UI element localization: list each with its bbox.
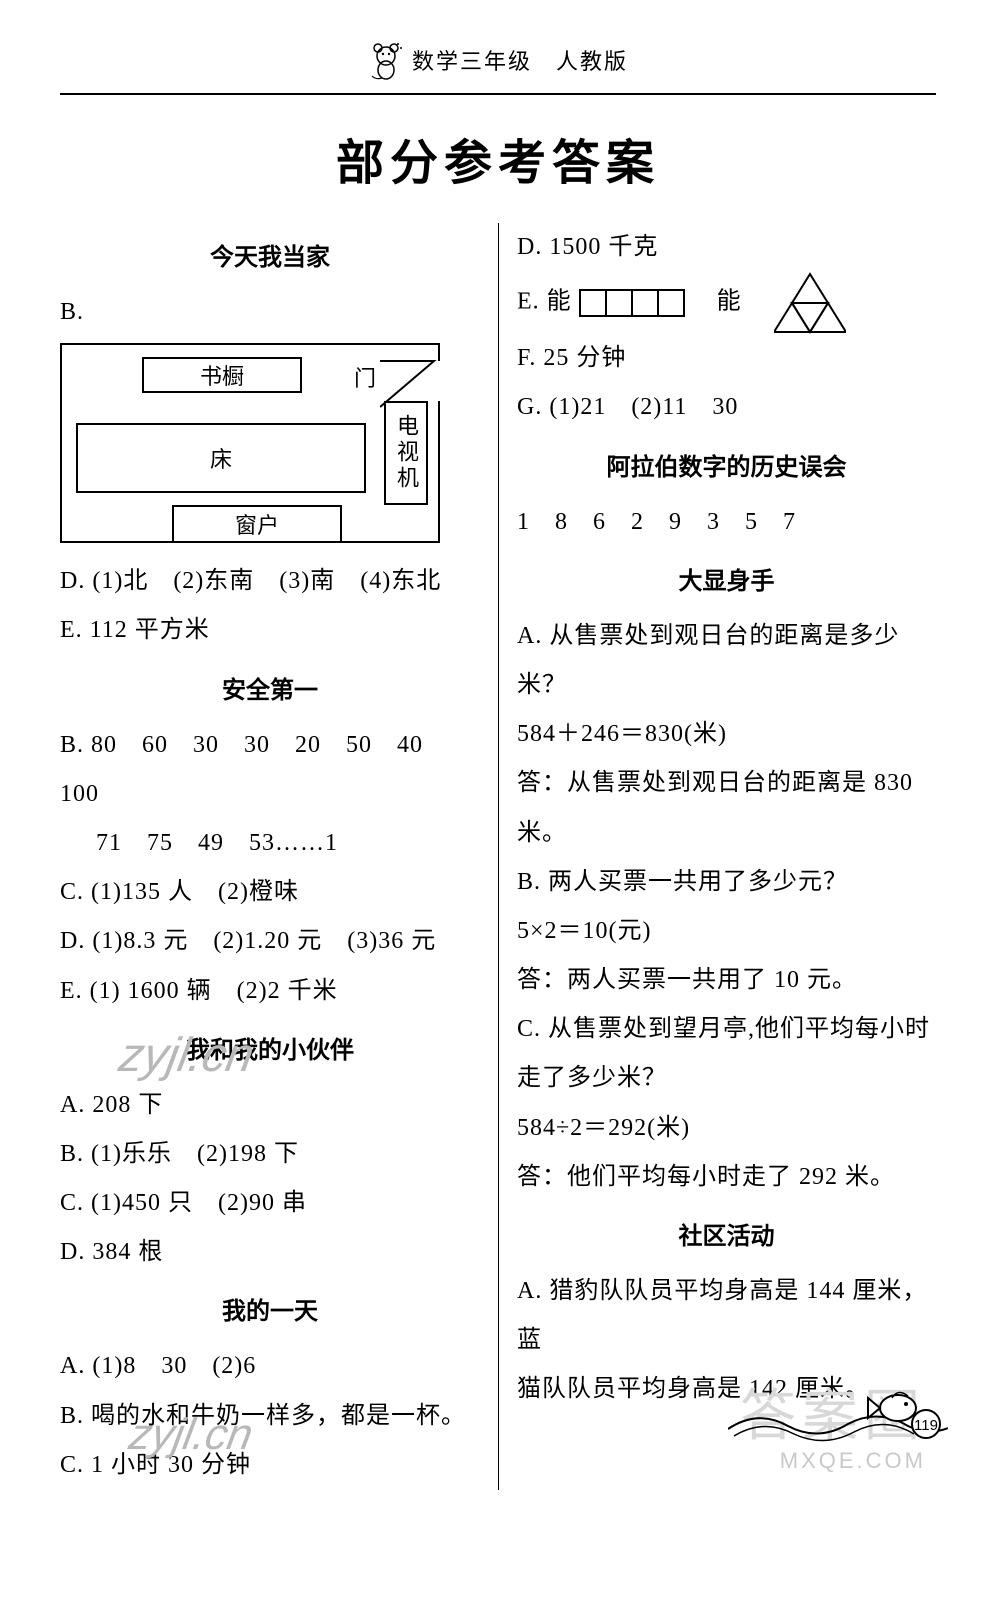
- triangle-stack-icon: [774, 272, 846, 334]
- s6-A3: 584＋246＝830(米): [517, 710, 936, 759]
- section-title-s1: 今天我当家: [60, 237, 480, 272]
- s4-B: B. 喝的水和牛奶一样多，都是一杯。: [60, 1392, 480, 1441]
- s6-A5: 米。: [517, 809, 936, 858]
- s1-D: D. (1)北 (2)东南 (3)南 (4)东北: [60, 557, 480, 606]
- s6-B3: 答：两人买票一共用了 10 元。: [517, 956, 936, 1005]
- right-column: D. 1500 千克 E. 能 能: [498, 223, 936, 1490]
- s6-C4: 答：他们平均每小时走了 292 米。: [517, 1153, 936, 1202]
- page-header: 数学三年级 人教版: [60, 40, 936, 95]
- s6-A4: 答：从售票处到观日台的距离是 830: [517, 759, 936, 808]
- cont-E-mid: 能: [717, 289, 742, 315]
- cont-E: E. 能 能: [517, 272, 936, 334]
- s3-C: C. (1)450 只 (2)90 串: [60, 1179, 480, 1228]
- header-inner: 数学三年级 人教版: [368, 40, 628, 80]
- s6-C3: 584÷2＝292(米): [517, 1104, 936, 1153]
- s2-D: D. (1)8.3 元 (2)1.20 元 (3)36 元: [60, 917, 480, 966]
- cont-G: G. (1)21 (2)11 30: [517, 383, 936, 432]
- page-number: 119: [914, 1417, 938, 1434]
- s3-A: A. 208 下: [60, 1081, 480, 1130]
- cont-D: D. 1500 千克: [517, 223, 936, 272]
- s6-C2: 走了多少米？: [517, 1054, 936, 1103]
- page: 数学三年级 人教版 部分参考答案 今天我当家 B. 书橱 门 电视机 床 窗户 …: [0, 0, 996, 1530]
- section-title-s7: 社区活动: [517, 1216, 936, 1251]
- s1-E: E. 112 平方米: [60, 606, 480, 655]
- s6-A1: A. 从售票处到观日台的距离是多少: [517, 612, 936, 661]
- section-title-s5: 阿拉伯数字的历史误会: [517, 447, 936, 482]
- footer-decoration: 119: [728, 1384, 948, 1444]
- s2-E: E. (1) 1600 辆 (2)2 千米: [60, 967, 480, 1016]
- s6-A2: 米？: [517, 661, 936, 710]
- room-tv: 电视机: [384, 401, 428, 505]
- bear-icon: [368, 40, 404, 80]
- left-column: 今天我当家 B. 书橱 门 电视机 床 窗户 D. (1)北 (2)东南 (3)…: [60, 223, 498, 1490]
- room-door-label: 门: [354, 361, 376, 393]
- cont-F: F. 25 分钟: [517, 334, 936, 383]
- header-subject: 数学三年级 人教版: [412, 44, 628, 76]
- room-diagram: 书橱 门 电视机 床 窗户: [60, 343, 440, 543]
- room-window: 窗户: [172, 505, 342, 543]
- four-squares-icon: [579, 289, 685, 317]
- section-title-s3: 我和我的小伙伴: [60, 1030, 480, 1065]
- content-columns: 今天我当家 B. 书橱 门 电视机 床 窗户 D. (1)北 (2)东南 (3)…: [60, 223, 936, 1490]
- shape-squares: [579, 289, 685, 317]
- shape-triangles: [774, 272, 846, 334]
- s3-D: D. 384 根: [60, 1228, 480, 1277]
- cont-E-label: E. 能: [517, 289, 572, 315]
- s6-B1: B. 两人买票一共用了多少元？: [517, 858, 936, 907]
- main-title: 部分参考答案: [60, 123, 936, 193]
- s7-A1: A. 猎豹队队员平均身高是 144 厘米，蓝: [517, 1267, 936, 1365]
- s2-B2: 71 75 49 53……1: [60, 819, 480, 868]
- s4-A: A. (1)8 30 (2)6: [60, 1342, 480, 1391]
- room-cabinet: 书橱: [142, 357, 302, 393]
- s2-C: C. (1)135 人 (2)橙味: [60, 868, 480, 917]
- s5-nums: 1 8 6 2 9 3 5 7: [517, 498, 936, 547]
- s6-C1: C. 从售票处到望月亭,他们平均每小时: [517, 1005, 936, 1054]
- section-title-s4: 我的一天: [60, 1291, 480, 1326]
- s2-B1: B. 80 60 30 30 20 50 40 100: [60, 721, 480, 819]
- section-title-s6: 大显身手: [517, 561, 936, 596]
- s3-B: B. (1)乐乐 (2)198 下: [60, 1130, 480, 1179]
- room-bed: 床: [76, 423, 366, 493]
- s1-B-label: B.: [60, 288, 480, 337]
- s4-C: C. 1 小时 30 分钟: [60, 1441, 480, 1490]
- section-title-s2: 安全第一: [60, 670, 480, 705]
- s6-B2: 5×2＝10(元): [517, 907, 936, 956]
